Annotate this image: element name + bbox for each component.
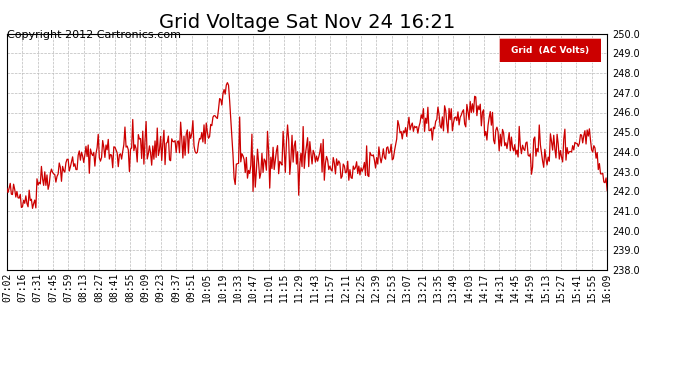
Title: Grid Voltage Sat Nov 24 16:21: Grid Voltage Sat Nov 24 16:21 <box>159 13 455 32</box>
Text: Copyright 2012 Cartronics.com: Copyright 2012 Cartronics.com <box>7 30 181 40</box>
